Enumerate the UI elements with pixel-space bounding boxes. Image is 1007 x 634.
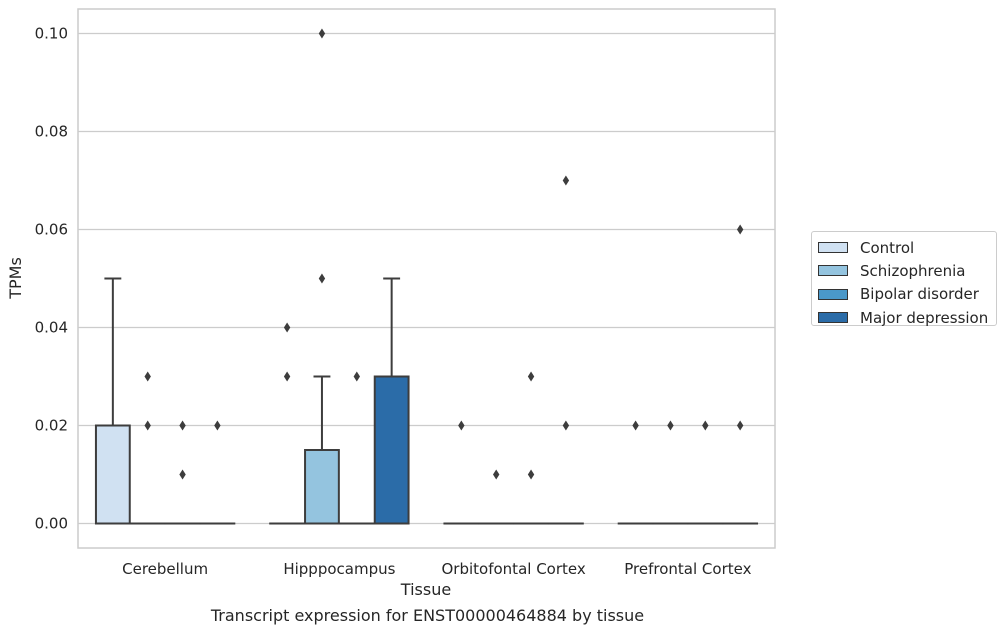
outlier-point [562,175,570,186]
x-axis-label: Tissue [400,580,451,599]
outlier-point [318,28,326,39]
x-tick-label: Orbitofontal Cortex [442,560,586,578]
outlier-point [144,371,151,382]
plot-frame [77,8,776,549]
outlier-point [736,420,744,431]
legend-item: Schizophrenia [818,259,996,282]
x-tick-label: Cerebellum [122,560,208,578]
y-axis-ticks: 0.00 0.02 0.04 0.06 0.08 0.10 [35,25,68,533]
legend: Control Schizophrenia Bipolar disorder Majo… [811,231,997,329]
x-tick-label: Hipppocampus [283,560,395,578]
y-tick-label: 0.02 [35,417,68,435]
outlier-point [667,420,674,431]
legend-label: Major depression [860,308,989,327]
box [304,449,340,525]
outlier-point [144,420,151,431]
y-tick-label: 0.10 [35,25,68,43]
outlier-point [353,371,360,382]
outlier-point [632,420,639,431]
outlier-point [214,420,221,431]
outlier-point [283,371,291,382]
legend-swatch [818,288,848,300]
legend-label: Control [860,238,915,257]
x-axis-ticks: Cerebellum Hipppocampus Orbitofontal Corte… [122,560,751,578]
legend-swatch [818,265,848,277]
y-axis-label: TPMs [6,257,25,300]
legend-item: Bipolar disorder [818,283,996,306]
outlier-point [736,224,744,235]
box [373,375,410,525]
box-plot-marks [94,28,759,525]
box [94,424,131,525]
outlier-point [179,469,186,480]
chart-caption: Transcript expression for ENST0000046488… [210,606,645,625]
outlier-point [527,371,535,382]
legend-swatch [818,242,848,254]
legend-item: Major depression [818,306,996,329]
outlier-point [458,420,465,431]
y-tick-label: 0.06 [35,221,68,239]
outlier-point [562,420,570,431]
outlier-point [527,469,535,480]
outlier-point [179,420,186,431]
legend-label: Schizophrenia [860,261,966,280]
grid-lines [78,32,775,525]
x-tick-label: Prefrontal Cortex [624,560,751,578]
legend-swatch [818,312,848,324]
legend-label: Bipolar disorder [860,285,979,304]
outlier-point [283,322,291,333]
outlier-point [702,420,709,431]
y-tick-label: 0.04 [35,319,68,337]
legend-item: Control [818,236,996,259]
y-tick-label: 0.08 [35,123,68,141]
outlier-point [318,273,326,284]
outlier-point [493,469,500,480]
y-tick-label: 0.00 [35,515,68,533]
